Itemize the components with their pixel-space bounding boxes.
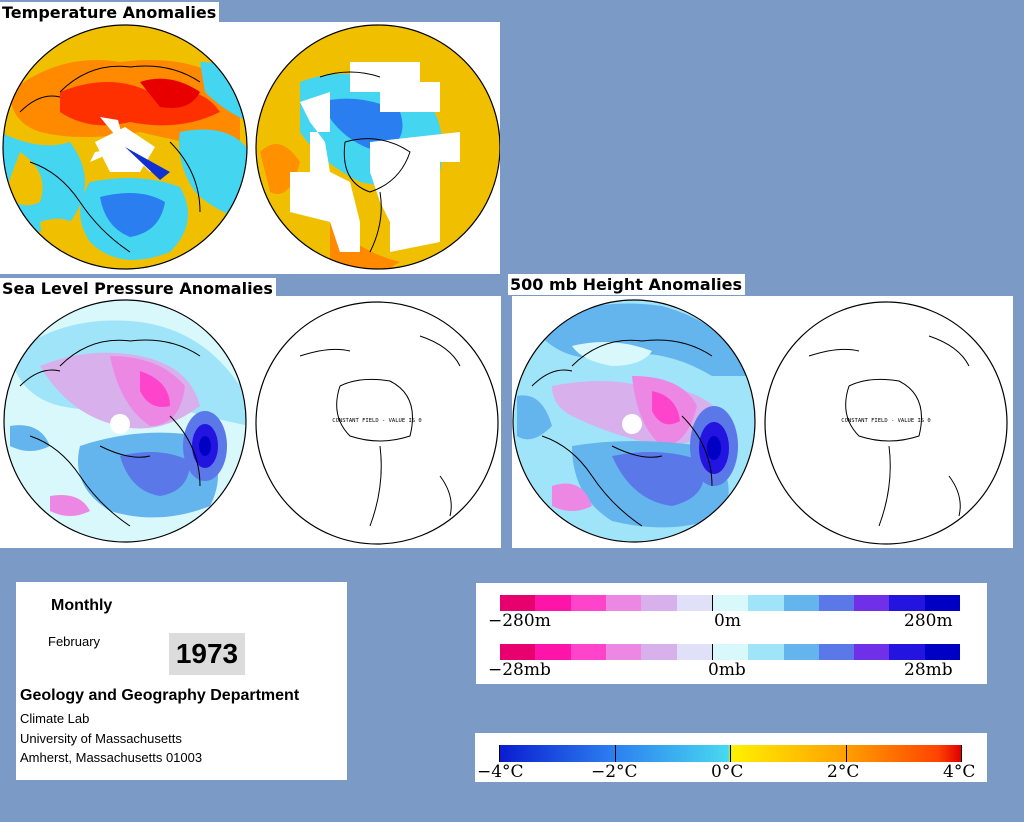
pressure-color-bar xyxy=(500,644,961,660)
color-swatch xyxy=(676,644,712,660)
pressure-max-label: 28mb xyxy=(904,660,953,680)
color-swatch xyxy=(818,595,855,611)
temperature-nh-globe xyxy=(2,24,500,270)
color-swatch xyxy=(748,644,784,660)
department-label: Geology and Geography Department xyxy=(20,687,300,704)
height-min-label: −280m xyxy=(488,611,551,631)
temperature-tick xyxy=(730,745,731,762)
color-swatch xyxy=(500,644,536,660)
color-swatch xyxy=(570,595,606,611)
color-swatch xyxy=(535,595,571,611)
period-label: Monthly xyxy=(51,597,113,614)
color-swatch xyxy=(783,595,819,611)
lab-label: Climate Lab xyxy=(20,711,90,726)
height-pressure-legend: −280m 0m 280m −28mb 0mb 28mb xyxy=(476,583,987,684)
color-swatch xyxy=(500,595,536,611)
color-swatch xyxy=(783,644,819,660)
address-label: Amherst, Massachusetts 01003 xyxy=(20,750,203,765)
university-label: University of Massachusetts xyxy=(20,731,182,746)
height500-constant-field-note: CONSTANT FIELD - VALUE IS 0 xyxy=(841,418,930,424)
height-max-label: 280m xyxy=(904,611,953,631)
temperature-tick xyxy=(845,745,847,762)
color-swatch xyxy=(748,595,784,611)
temperature-tick xyxy=(614,745,616,762)
year-label: 1973 xyxy=(169,633,245,675)
temperature-color-bar xyxy=(499,745,962,762)
temperature-title: Temperature Anomalies xyxy=(0,2,220,23)
temperature-panel xyxy=(0,22,500,274)
color-swatch xyxy=(570,644,606,660)
color-swatch xyxy=(641,595,677,611)
color-swatch xyxy=(605,595,642,611)
color-swatch xyxy=(711,595,749,611)
slp-panel: CONSTANT FIELD - VALUE IS 0 xyxy=(0,296,501,548)
height-mid-label: 0m xyxy=(714,611,741,631)
color-swatch xyxy=(535,644,571,660)
color-swatch xyxy=(641,644,677,660)
slp-globes: CONSTANT FIELD - VALUE IS 0 xyxy=(3,299,499,545)
color-swatch xyxy=(854,644,890,660)
color-swatch xyxy=(818,644,855,660)
height500-globes: CONSTANT FIELD - VALUE IS 0 xyxy=(512,299,1008,545)
temperature-legend: −4°C −2°C 0°C 2°C 4°C xyxy=(475,733,987,782)
color-swatch xyxy=(924,644,961,660)
temp-label-2: 2°C xyxy=(827,762,860,782)
temp-label-4: 4°C xyxy=(943,762,976,782)
color-swatch xyxy=(854,595,890,611)
pressure-min-label: −28mb xyxy=(488,660,551,680)
temperature-tick xyxy=(499,745,500,762)
info-box: Monthly February 1973 Geology and Geogra… xyxy=(16,582,347,780)
temp-label-minus2: −2°C xyxy=(591,762,638,782)
temp-label-0: 0°C xyxy=(711,762,744,782)
temperature-tick xyxy=(961,745,962,762)
color-swatch xyxy=(676,595,712,611)
color-swatch xyxy=(711,644,749,660)
height500-title: 500 mb Height Anomalies xyxy=(508,274,746,295)
color-swatch xyxy=(605,644,642,660)
temp-label-minus4: −4°C xyxy=(477,762,524,782)
color-swatch xyxy=(889,595,925,611)
slp-title: Sea Level Pressure Anomalies xyxy=(0,278,276,299)
height500-panel: CONSTANT FIELD - VALUE IS 0 xyxy=(512,296,1013,548)
pressure-mid-label: 0mb xyxy=(708,660,746,680)
height-color-bar xyxy=(500,595,961,611)
month-label: February xyxy=(48,634,101,649)
slp-constant-field-note: CONSTANT FIELD - VALUE IS 0 xyxy=(332,418,421,424)
color-swatch xyxy=(889,644,925,660)
color-swatch xyxy=(924,595,961,611)
